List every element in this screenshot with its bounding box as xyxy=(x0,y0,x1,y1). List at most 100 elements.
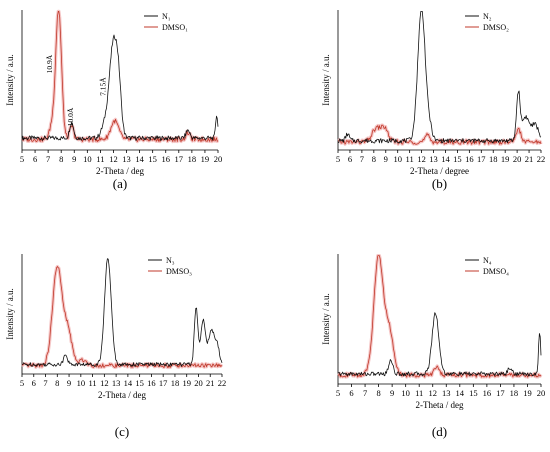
chart-panel-c: 5 6 7 8 9 10 11 12 13 14 15 16 17 18 19 20 21 22 2-Theta /… xyxy=(5,254,226,439)
peak-annotation: 7.15Å xyxy=(99,77,108,96)
x-tick-label: 16 xyxy=(147,378,156,388)
x-tick-label: 5 xyxy=(336,154,340,164)
x-tick-label: 10 xyxy=(77,378,86,388)
x-tick-label: 9 xyxy=(72,154,76,164)
x-tick-label: 13 xyxy=(429,154,438,164)
x-axis-label: 2-Theta / deg xyxy=(98,390,146,400)
x-tick-label: 22 xyxy=(537,154,546,164)
x-tick-label: 6 xyxy=(348,154,352,164)
x-tick-label: 12 xyxy=(417,154,426,164)
x-tick-label: 5 xyxy=(336,388,340,398)
x-tick-label: 7 xyxy=(363,388,367,398)
legend-label: DMSO₁ xyxy=(162,23,188,32)
x-tick-label: 18 xyxy=(171,378,180,388)
y-axis-label: Intensity / a.u. xyxy=(321,293,331,345)
x-tick-label: 5 xyxy=(20,154,24,164)
x-tick-label: 21 xyxy=(525,154,534,164)
x-tick-label: 13 xyxy=(112,378,121,388)
legend-label: DMSO₂ xyxy=(483,23,509,32)
legend-label: N₄ xyxy=(483,256,492,265)
x-tick-label: 9 xyxy=(390,388,394,398)
x-tick-label: 11 xyxy=(96,154,104,164)
x-tick-label: 17 xyxy=(477,154,486,164)
x-tick-label: 20 xyxy=(194,378,203,388)
legend-label: DMSO₄ xyxy=(483,267,509,276)
x-tick-label: 20 xyxy=(214,154,223,164)
x-tick-label: 8 xyxy=(55,378,59,388)
series-dmso-line xyxy=(337,255,542,378)
x-tick-label: 10 xyxy=(401,388,410,398)
x-axis-label: 2-Theta / degree xyxy=(410,166,469,176)
x-tick-label: 12 xyxy=(109,154,118,164)
peak-annotation: 10.0Å xyxy=(66,107,75,126)
x-tick-label: 15 xyxy=(148,154,157,164)
panel-label: (a) xyxy=(113,176,127,191)
x-tick-label: 15 xyxy=(453,154,462,164)
x-tick-label: 7 xyxy=(46,154,50,164)
x-tick-label: 8 xyxy=(59,154,63,164)
x-tick-label: 16 xyxy=(161,154,170,164)
x-tick-label: 13 xyxy=(442,388,451,398)
y-axis-label: Intensity / a.u. xyxy=(321,54,331,106)
x-tick-label: 17 xyxy=(175,154,184,164)
panel-label: (d) xyxy=(432,424,447,439)
x-tick-label: 19 xyxy=(201,154,210,164)
legend-label: N₃ xyxy=(166,256,175,265)
x-tick-label: 17 xyxy=(159,378,168,388)
x-tick-label: 12 xyxy=(428,388,437,398)
x-tick-label: 13 xyxy=(122,154,131,164)
x-tick-label: 7 xyxy=(360,154,364,164)
chart-panel-d: 5 6 7 8 9 10 11 12 13 14 15 16 17 18 19 20 2-Theta / deg… xyxy=(321,254,545,439)
x-tick-label: 5 xyxy=(20,378,24,388)
series-n-line xyxy=(337,312,542,377)
x-tick-label: 18 xyxy=(489,154,498,164)
panel-label: (b) xyxy=(432,176,447,191)
x-tick-label: 17 xyxy=(496,388,505,398)
panel-label: (c) xyxy=(115,424,129,439)
x-tick-label: 20 xyxy=(513,154,522,164)
x-tick-label: 8 xyxy=(376,388,380,398)
legend-label: DMSO₃ xyxy=(166,267,192,276)
series-dmso-line xyxy=(21,11,219,142)
x-tick-label: 14 xyxy=(124,378,133,388)
x-tick-label: 6 xyxy=(33,154,37,164)
series-dmso-halo xyxy=(337,254,543,379)
x-tick-label: 14 xyxy=(441,154,450,164)
legend-label: N₂ xyxy=(483,12,492,21)
series-n-line xyxy=(22,258,223,367)
x-tick-label: 6 xyxy=(32,378,36,388)
peak-annotation: 10.9Å xyxy=(45,54,54,73)
x-tick-label: 9 xyxy=(384,154,388,164)
x-tick-label: 18 xyxy=(188,154,197,164)
series-n-line xyxy=(21,34,219,141)
x-tick-label: 14 xyxy=(456,388,465,398)
x-tick-label: 10 xyxy=(393,154,402,164)
x-tick-label: 9 xyxy=(67,378,71,388)
x-tick-label: 21 xyxy=(206,378,215,388)
series-dmso-line xyxy=(21,266,223,368)
x-tick-label: 19 xyxy=(523,388,532,398)
chart-panel-b: 5 6 7 8 9 10 11 12 13 14 15 16 17 18 19 20 21 22 2-Theta /… xyxy=(321,10,545,191)
x-tick-label: 15 xyxy=(135,378,144,388)
x-tick-label: 8 xyxy=(372,154,376,164)
x-tick-label: 11 xyxy=(406,154,414,164)
legend-label: N₁ xyxy=(162,12,171,21)
x-tick-label: 12 xyxy=(100,378,109,388)
x-tick-label: 14 xyxy=(135,154,144,164)
x-tick-label: 19 xyxy=(182,378,191,388)
x-tick-label: 19 xyxy=(501,154,510,164)
x-tick-label: 15 xyxy=(469,388,478,398)
series-n-line xyxy=(338,11,542,144)
x-axis-label: 2-Theta / deg xyxy=(96,166,144,176)
x-tick-label: 6 xyxy=(349,388,353,398)
x-tick-label: 11 xyxy=(88,378,96,388)
x-tick-label: 22 xyxy=(218,378,227,388)
x-tick-label: 18 xyxy=(510,388,519,398)
x-tick-label: 7 xyxy=(43,378,47,388)
chart-panel-a: 5 6 7 8 9 10 11 12 13 14 15 16 17 18 19 20 2-Theta / deg… xyxy=(5,9,223,191)
x-axis-label: 2-Theta / deg xyxy=(416,400,464,410)
x-tick-label: 10 xyxy=(83,154,92,164)
y-axis-label: Intensity / a.u. xyxy=(5,288,15,340)
x-tick-label: 16 xyxy=(483,388,492,398)
